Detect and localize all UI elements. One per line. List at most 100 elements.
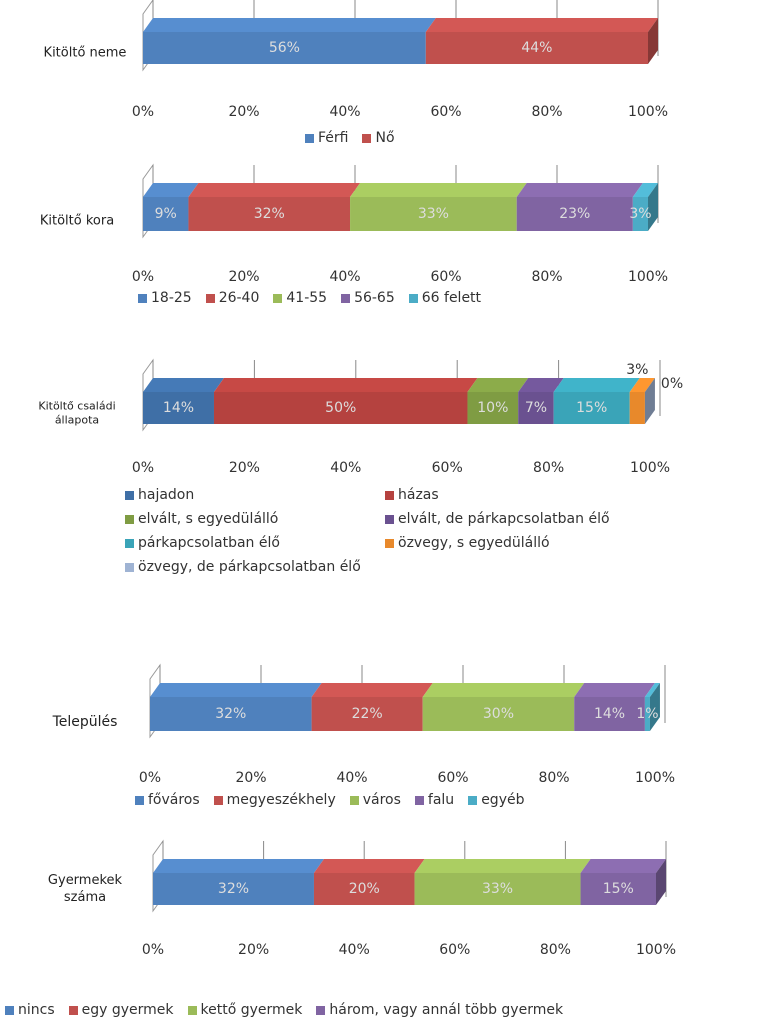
legend-item: 66 felett (408, 290, 482, 306)
legend-swatch (305, 133, 314, 143)
x-tick-label: 60% (439, 942, 470, 958)
bar-top (143, 378, 224, 392)
legend-label: elvált, de párkapcsolatban élő (398, 511, 610, 527)
legend-swatch (408, 293, 418, 303)
bar (425, 32, 648, 64)
legend-label: Férfi (318, 130, 349, 146)
bar (632, 197, 648, 231)
legend-label: 26-40 (218, 290, 260, 306)
x-tick-label: 20% (228, 269, 259, 285)
bar-top (350, 183, 527, 197)
bar (414, 873, 581, 905)
legend-item: elvált, s egyedülálló (125, 511, 385, 527)
legend-item: város (349, 792, 401, 808)
legend-swatch (362, 133, 372, 143)
legend-label: 18-25 (151, 290, 192, 306)
legend-item: Nő (362, 130, 395, 146)
legend-swatch (385, 490, 394, 500)
bar-side (656, 859, 666, 905)
bar (518, 392, 554, 424)
bar-top (153, 859, 324, 873)
legend-item: házas (385, 487, 645, 503)
legend: Férfi Nő (305, 130, 395, 146)
legend-item: 56-65 (341, 290, 395, 306)
legend-swatch (385, 538, 394, 548)
legend-item: 26-40 (205, 290, 260, 306)
x-tick-label: 100% (630, 460, 670, 476)
bar (150, 697, 312, 731)
data-label: 0% (661, 376, 683, 392)
data-label: 33% (418, 206, 449, 222)
legend-label: hajadon (138, 487, 195, 503)
legend-item: megyeszékhely (213, 792, 336, 808)
data-label: 33% (482, 881, 513, 897)
bar (143, 392, 214, 424)
legend-swatch (414, 795, 424, 805)
legend-swatch (187, 1005, 197, 1015)
data-label: 15% (603, 881, 634, 897)
bar-top (553, 378, 640, 392)
x-tick-label: 100% (628, 104, 668, 120)
legend: nincs egy gyermek kettő gyermek három, vagy… (5, 1002, 563, 1018)
legend-label: három, vagy annál több gyermek (329, 1002, 564, 1018)
bar (644, 697, 650, 731)
legend-item: párkapcsolatban élő (125, 535, 385, 551)
data-label: 44% (521, 40, 552, 56)
category-label: Kitöltő családi állapota (38, 399, 116, 427)
legend-label: főváros (148, 792, 200, 808)
legend-swatch (125, 514, 134, 524)
legend-label: 66 felett (421, 290, 482, 306)
x-tick-label: 0% (132, 104, 154, 120)
bar-top (516, 183, 643, 197)
bar (313, 873, 415, 905)
legend-item: özvegy, s egyedülálló (385, 535, 645, 551)
bar-top (150, 683, 322, 697)
data-label: 32% (218, 881, 249, 897)
legend-swatch (138, 293, 147, 303)
x-tick-label: 40% (336, 770, 367, 786)
legend-item: hajadon (125, 487, 385, 503)
bar-top (425, 18, 658, 32)
bar-top (313, 859, 425, 873)
legend-item: főváros (135, 792, 200, 808)
legend-label: egyéb (481, 792, 525, 808)
data-label: 3% (629, 206, 651, 222)
x-tick-label: 80% (538, 770, 569, 786)
x-tick-label: 80% (540, 942, 571, 958)
bar-top (213, 378, 478, 392)
bar-top (574, 683, 655, 697)
data-label: 56% (269, 40, 300, 56)
bar (350, 197, 517, 231)
data-label: 30% (483, 706, 514, 722)
bar (553, 392, 630, 424)
x-tick-label: 40% (329, 269, 360, 285)
bar (580, 873, 656, 905)
legend-item: egy gyermek (68, 1002, 174, 1018)
x-tick-label: 20% (228, 104, 259, 120)
x-tick-label: 60% (430, 269, 461, 285)
data-label: 14% (594, 706, 625, 722)
data-label: 10% (477, 400, 508, 416)
bar-side (649, 683, 660, 731)
x-tick-label: 0% (139, 770, 161, 786)
category-label: Gyermekek száma (47, 873, 123, 905)
legend-item: három, vagy annál több gyermek (316, 1002, 563, 1018)
legend-swatch (468, 795, 478, 805)
data-label: 20% (349, 881, 380, 897)
x-tick-label: 60% (430, 104, 461, 120)
legend-swatch (125, 538, 134, 548)
bar-top (422, 683, 585, 697)
legend-item: kettő gyermek (187, 1002, 302, 1018)
legend-label: nincs (18, 1002, 55, 1018)
bar (143, 197, 189, 231)
legend: főváros megyeszékhely város falu egyéb (135, 792, 524, 808)
legend-label: egy gyermek (81, 1002, 174, 1018)
legend-label: házas (398, 487, 439, 503)
legend-label: 56-65 (354, 290, 395, 306)
bar (311, 697, 423, 731)
bar-top (580, 859, 666, 873)
bar (629, 392, 645, 424)
bar-top (188, 183, 361, 197)
x-tick-label: 40% (329, 104, 360, 120)
